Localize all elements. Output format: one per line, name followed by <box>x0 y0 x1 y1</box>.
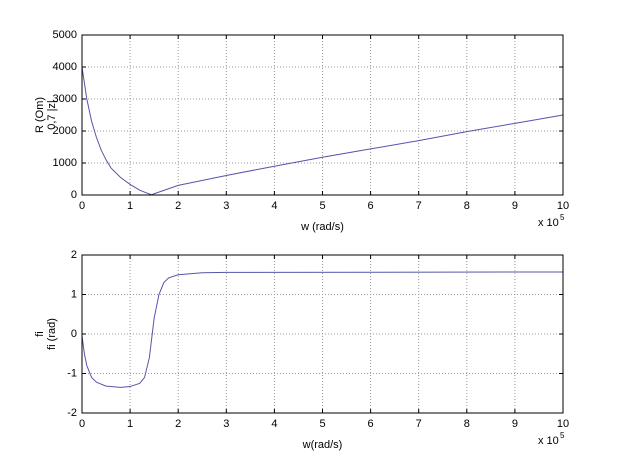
x-tick-label: 8 <box>464 200 470 212</box>
x-tick-label: 5 <box>319 200 325 212</box>
y-tick-label: 5000 <box>53 29 77 41</box>
x-tick-label: 2 <box>175 200 181 212</box>
x-multiplier: x 10 <box>538 435 559 447</box>
data-line <box>81 271 564 388</box>
x-tick-label: 1 <box>127 200 133 212</box>
y-axis-label: R (Om) <box>34 97 46 133</box>
y-tick-label: 0 <box>71 328 77 340</box>
y-tick-label: 1000 <box>53 157 77 169</box>
x-tick-label: 0 <box>79 200 85 212</box>
y-tick-label: -1 <box>67 367 77 379</box>
x-tick-label: 7 <box>416 200 422 212</box>
data-line <box>81 66 564 196</box>
x-tick-label: 7 <box>416 418 422 430</box>
x-multiplier: x 10 <box>538 217 559 229</box>
axes-box <box>81 34 564 196</box>
x-multiplier-exponent: 5 <box>560 213 565 222</box>
y-tick-label: 3000 <box>53 93 77 105</box>
y-axis-label: fi <box>34 331 46 337</box>
plot-area <box>82 35 563 195</box>
x-tick-label: 10 <box>557 418 569 430</box>
y-tick-label: 4000 <box>53 61 77 73</box>
x-tick-label: 10 <box>557 200 569 212</box>
x-tick-label: 2 <box>175 418 181 430</box>
x-multiplier-exponent: 5 <box>560 431 565 440</box>
x-tick-label: 9 <box>512 418 518 430</box>
x-tick-label: 6 <box>368 418 374 430</box>
x-tick-label: 0 <box>79 418 85 430</box>
x-tick-label: 4 <box>271 418 277 430</box>
x-tick-label: 1 <box>127 418 133 430</box>
x-tick-label: 9 <box>512 200 518 212</box>
x-tick-label: 3 <box>223 418 229 430</box>
axes-box <box>81 254 564 414</box>
x-tick-label: 5 <box>319 418 325 430</box>
x-axis-label: w(rad/s) <box>302 439 343 451</box>
y-tick-label: 2 <box>71 249 77 261</box>
y-tick-label: -2 <box>67 407 77 419</box>
x-axis-label: w (rad/s) <box>300 221 344 233</box>
x-tick-label: 6 <box>368 200 374 212</box>
y-axis-label: fi (rad) <box>46 318 58 350</box>
y-tick-label: 2000 <box>53 125 77 137</box>
y-tick-label: 0 <box>71 189 77 201</box>
x-tick-label: 8 <box>464 418 470 430</box>
x-tick-label: 3 <box>223 200 229 212</box>
y-tick-label: 1 <box>71 288 77 300</box>
x-tick-label: 4 <box>271 200 277 212</box>
y-axis-label: 0,7 |z| <box>46 100 58 130</box>
